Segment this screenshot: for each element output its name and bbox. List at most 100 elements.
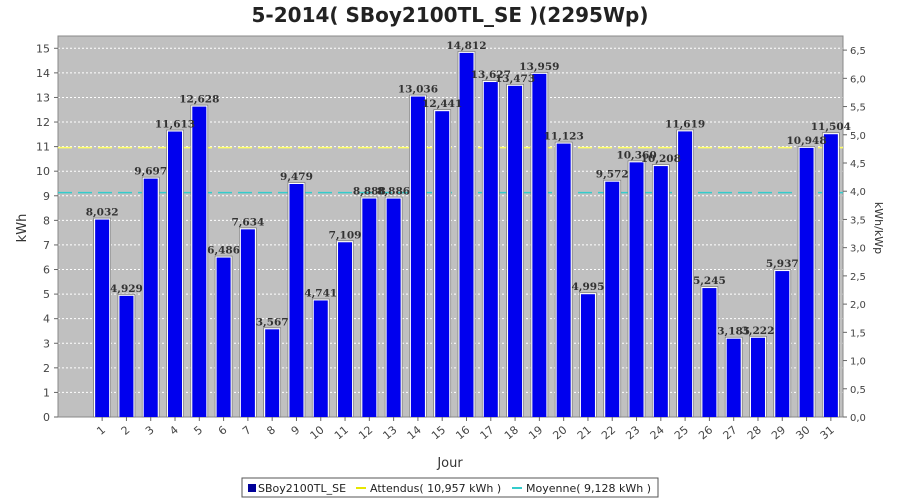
x-tick-label: 12 (356, 423, 375, 442)
bar (143, 178, 158, 417)
data-label: 7,634 (231, 216, 264, 228)
y2-tick-label: 4,5 (850, 159, 866, 170)
data-label: 8,888 (353, 186, 386, 198)
data-label: 14,812 (446, 40, 486, 52)
bar (750, 337, 765, 417)
y2-tick-label: 2,5 (850, 272, 866, 283)
x-tick-label: 16 (453, 423, 472, 442)
y2-tick-label: 4,0 (850, 187, 866, 198)
x-tick-label: 9 (289, 423, 303, 437)
x-tick-label: 7 (240, 423, 254, 437)
data-label: 3,185 (717, 326, 750, 338)
x-tick-label: 24 (648, 423, 667, 442)
data-label: 13,959 (519, 61, 559, 73)
y2-axis-ticks: 0,0 0,5 1,0 1,5 2,0 2,5 3,0 3,5 4,0 4,5 5,0 5,5 6,0 6… (843, 46, 866, 424)
data-label: 8,032 (86, 207, 119, 219)
data-label: 7,109 (329, 229, 362, 241)
data-label: 11,504 (811, 121, 851, 133)
bar (532, 73, 547, 417)
x-tick-label: 13 (380, 423, 399, 442)
bar (823, 134, 838, 418)
data-label: 4,741 (304, 287, 337, 299)
bar (265, 329, 280, 417)
data-label: 11,123 (544, 131, 584, 143)
y2-tick-label: 1,5 (850, 328, 866, 339)
x-tick-label: 31 (818, 423, 837, 442)
legend-attendus-label: Attendus( 10,957 kWh ) (370, 482, 501, 495)
y2-tick-label: 3,0 (850, 244, 866, 255)
bar (459, 52, 474, 417)
data-label: 9,572 (596, 169, 629, 181)
y2-tick-label: 6,5 (850, 46, 866, 57)
x-tick-label: 22 (599, 423, 618, 442)
bar (726, 338, 741, 417)
y-tick-label: 3 (43, 337, 50, 350)
bar (435, 111, 450, 417)
data-label: 12,441 (422, 98, 462, 110)
x-tick-label: 6 (216, 423, 230, 437)
bar (95, 219, 110, 417)
x-tick-label: 3 (143, 423, 157, 437)
bar (629, 162, 644, 417)
y2-tick-label: 5,5 (850, 103, 866, 114)
y2-axis-title: kWh/kWp (872, 202, 885, 254)
bar (362, 198, 377, 417)
data-label: 10,208 (641, 153, 681, 165)
data-label: 11,619 (665, 118, 705, 130)
y-tick-label: 8 (43, 214, 50, 227)
y-tick-label: 4 (43, 313, 50, 326)
bar (119, 295, 134, 417)
bar (556, 143, 571, 417)
x-tick-label: 27 (721, 423, 740, 442)
x-tick-label: 5 (192, 423, 206, 437)
y-tick-label: 2 (43, 362, 50, 375)
data-label: 8,886 (377, 186, 410, 198)
x-tick-label: 20 (551, 423, 570, 442)
data-label: 10,360 (616, 149, 656, 161)
y2-tick-label: 2,0 (850, 300, 866, 311)
bar (313, 300, 328, 417)
y2-tick-label: 5,0 (850, 131, 866, 142)
bar (605, 181, 620, 417)
x-tick-label: 29 (769, 423, 788, 442)
data-label: 10,948 (786, 135, 826, 147)
data-label: 5,937 (766, 258, 799, 270)
bar (483, 82, 498, 417)
legend-moyenne-label: Moyenne( 9,128 kWh ) (526, 482, 651, 495)
data-label: 4,929 (110, 283, 143, 295)
bar (289, 184, 304, 417)
x-axis-title: Jour (436, 456, 463, 471)
bar (192, 106, 207, 417)
bar (338, 242, 353, 417)
bar (653, 166, 668, 417)
bar (678, 131, 693, 418)
x-tick-label: 10 (308, 423, 327, 442)
y-tick-label: 12 (36, 116, 50, 129)
data-label: 3,222 (742, 325, 775, 337)
x-tick-label: 8 (264, 423, 278, 437)
bar (508, 85, 523, 418)
legend: SBoy2100TL_SE Attendus( 10,957 kWh ) Moy… (241, 477, 659, 498)
bar-series (93, 51, 840, 418)
x-tick-label: 25 (672, 423, 691, 442)
data-label: 9,697 (134, 166, 167, 178)
y-tick-label: 0 (43, 411, 50, 424)
y-tick-label: 9 (43, 190, 50, 203)
bar (410, 96, 425, 417)
data-label: 13,036 (398, 84, 438, 96)
x-tick-label: 28 (745, 423, 764, 442)
bar (386, 198, 401, 417)
y2-tick-label: 0,5 (850, 385, 866, 396)
x-tick-label: 17 (478, 423, 497, 442)
data-label: 13,627 (471, 69, 511, 81)
x-tick-label: 23 (623, 423, 642, 442)
chart-title: 5-2014( SBoy2100TL_SE )(2295Wp) (252, 3, 649, 27)
bar (702, 288, 717, 417)
y2-tick-label: 6,0 (850, 74, 866, 85)
data-label: 4,995 (572, 281, 605, 293)
bar (580, 294, 595, 417)
data-label: 5,245 (693, 275, 726, 287)
x-tick-label: 26 (696, 423, 715, 442)
